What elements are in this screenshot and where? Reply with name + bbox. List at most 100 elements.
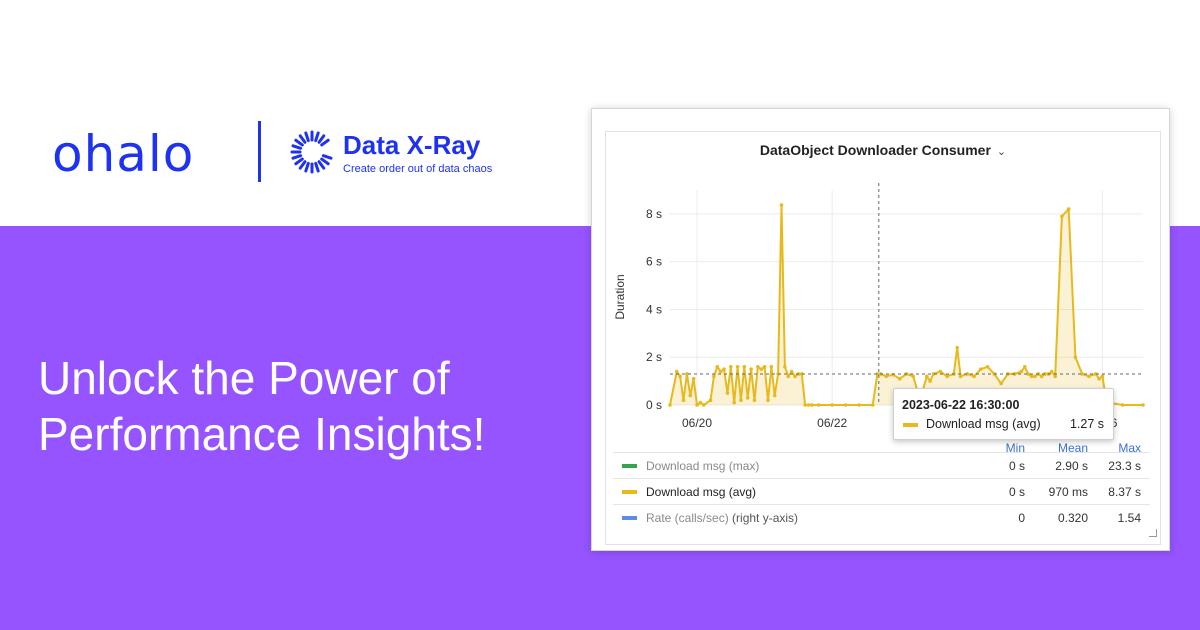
data-point xyxy=(897,376,902,381)
data-point xyxy=(803,403,807,407)
legend-mean-value: 2.90 s xyxy=(1055,459,1088,473)
legend-header-mean[interactable]: Mean xyxy=(1057,441,1088,455)
data-point xyxy=(739,398,743,403)
panel-title[interactable]: DataObject Downloader Consumer ⌄ xyxy=(606,142,1160,158)
legend-label[interactable]: Download msg (max) xyxy=(646,459,759,473)
data-point xyxy=(1120,403,1125,407)
legend-max-value: 1.54 xyxy=(1117,511,1141,525)
y-tick-label: 0 s xyxy=(646,398,662,412)
data-point xyxy=(830,403,834,407)
data-point xyxy=(1100,374,1105,379)
data-point xyxy=(884,374,889,379)
tooltip-value: 1.27 s xyxy=(1069,417,1104,431)
legend-min-value: 0 s xyxy=(1008,459,1025,473)
sunburst-ring-icon xyxy=(290,130,333,174)
data-point xyxy=(955,345,959,350)
data-point xyxy=(725,391,730,395)
data-point xyxy=(924,374,929,379)
legend-swatch xyxy=(622,490,637,494)
data-point xyxy=(786,374,791,379)
data-point xyxy=(698,400,703,405)
legend-swatch xyxy=(622,464,637,468)
data-point xyxy=(799,372,804,376)
tooltip-series-label: Download msg (avg) xyxy=(926,417,1041,431)
data-point xyxy=(931,372,936,376)
data-point xyxy=(766,398,770,403)
tooltip-time: 2023-06-22 16:30:00 xyxy=(902,398,1020,412)
data-point xyxy=(1029,374,1034,379)
legend-row[interactable]: Download msg (avg) 0 s 970 ms 8.37 s xyxy=(613,478,1150,504)
data-point xyxy=(783,364,787,369)
legend-label[interactable]: Download msg (avg) xyxy=(646,485,756,499)
data-point xyxy=(1049,369,1054,374)
data-point xyxy=(1060,214,1064,219)
legend-header-max[interactable]: Max xyxy=(1118,441,1141,455)
data-point xyxy=(979,367,983,371)
headline-line-1: Unlock the Power of xyxy=(38,352,450,404)
data-point xyxy=(1022,364,1027,369)
data-point xyxy=(945,374,949,379)
data-point xyxy=(789,369,794,374)
legend-max-value: 23.3 s xyxy=(1108,459,1141,473)
y-tick-label: 8 s xyxy=(646,207,662,221)
series-area xyxy=(670,205,1143,405)
dashboard-panel: DataObject Downloader Consumer ⌄ xyxy=(605,131,1161,545)
legend-max-value: 8.37 s xyxy=(1108,485,1141,499)
legend-mean-value: 0.320 xyxy=(1057,511,1088,525)
data-point xyxy=(1026,372,1030,376)
chart-legend: Min Mean Max Download msg (max) 0 s 2.90 … xyxy=(613,441,1150,530)
headline-line-2: Performance Insights! xyxy=(38,408,486,460)
data-point xyxy=(688,393,693,398)
data-point xyxy=(816,403,821,407)
legend-swatch xyxy=(622,516,637,520)
data-point xyxy=(793,374,797,379)
legend-label[interactable]: Rate (calls/sec) (right y-axis) xyxy=(646,511,798,525)
legend-row[interactable]: Rate (calls/sec) (right y-axis) 0 0.320 1.5… xyxy=(613,504,1150,530)
data-point xyxy=(1066,207,1071,211)
data-point xyxy=(769,364,774,369)
data-point xyxy=(752,398,757,403)
data-point xyxy=(712,374,716,379)
data-point xyxy=(772,393,777,398)
data-point xyxy=(749,367,753,371)
data-point xyxy=(759,367,764,371)
legend-header-min[interactable]: Min xyxy=(1005,441,1025,455)
data-point xyxy=(668,403,672,407)
chart-tooltip: 2023-06-22 16:30:00 Download msg (avg) 1… xyxy=(893,388,1114,440)
data-point xyxy=(1093,372,1098,376)
data-point xyxy=(742,364,747,369)
data-point xyxy=(722,367,726,371)
data-point xyxy=(674,369,679,374)
product-name[interactable]: Data X-Ray xyxy=(343,130,481,160)
data-point xyxy=(745,396,750,400)
data-point xyxy=(681,398,686,403)
data-point xyxy=(691,376,696,381)
data-point xyxy=(701,403,706,407)
chevron-down-icon[interactable]: ⌄ xyxy=(996,146,1007,158)
data-point xyxy=(685,372,689,376)
data-point xyxy=(875,372,880,376)
data-point xyxy=(1053,374,1057,379)
data-point xyxy=(870,403,875,407)
legend-row[interactable]: Download msg (max) 0 s 2.90 s 23.3 s xyxy=(613,452,1150,478)
legend-min-value: 0 s xyxy=(1008,485,1025,499)
data-point xyxy=(715,364,720,369)
legend-mean-value: 970 ms xyxy=(1048,485,1088,499)
y-tick-label: 4 s xyxy=(646,302,662,316)
data-point xyxy=(911,374,916,379)
ohalo-logo[interactable]: ohalo xyxy=(52,125,195,183)
data-point xyxy=(718,369,723,374)
legend-series-name: Download msg (max) xyxy=(646,459,760,473)
logo-divider xyxy=(258,121,261,182)
data-point xyxy=(1080,372,1084,376)
data-point xyxy=(928,379,932,383)
data-point xyxy=(735,364,740,369)
data-point xyxy=(1043,372,1047,376)
data-point xyxy=(678,374,682,379)
resize-handle-icon[interactable] xyxy=(1149,529,1157,537)
data-point xyxy=(999,381,1003,386)
data-point xyxy=(958,374,963,379)
data-point xyxy=(938,369,943,374)
data-point xyxy=(857,403,861,407)
